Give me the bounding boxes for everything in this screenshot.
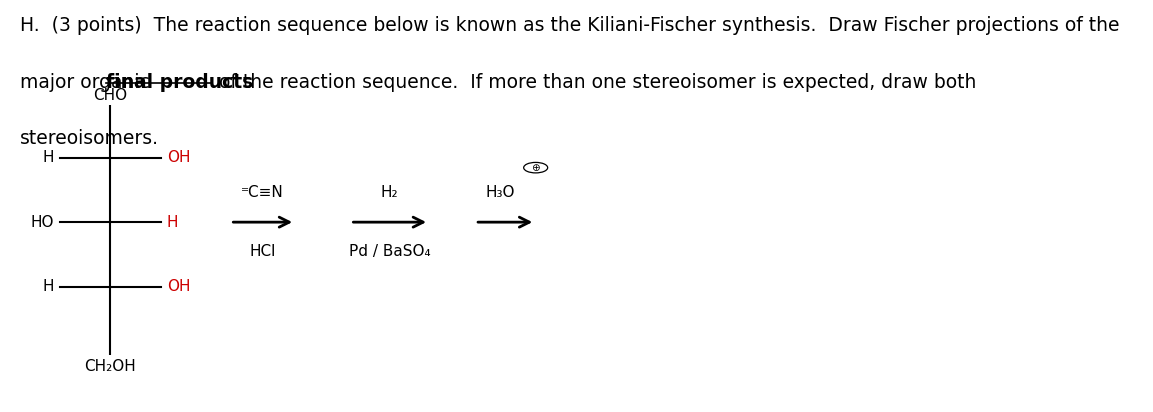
Text: H.  (3 points)  The reaction sequence below is known as the Kiliani-Fischer synt: H. (3 points) The reaction sequence belo… xyxy=(20,16,1120,35)
Text: CH₂OH: CH₂OH xyxy=(84,359,136,375)
Text: OH: OH xyxy=(167,150,190,165)
Text: HCl: HCl xyxy=(249,244,276,259)
Circle shape xyxy=(523,162,548,173)
Text: H₃O: H₃O xyxy=(485,185,515,200)
Text: final products: final products xyxy=(106,73,253,92)
Text: ⊕: ⊕ xyxy=(532,163,540,173)
Text: H: H xyxy=(43,279,54,294)
Text: stereoisomers.: stereoisomers. xyxy=(20,129,159,148)
Text: H₂: H₂ xyxy=(380,185,399,200)
Text: HO: HO xyxy=(30,215,54,229)
Text: CHO: CHO xyxy=(93,88,128,103)
Text: major organic: major organic xyxy=(20,73,156,92)
Text: Pd / BaSO₄: Pd / BaSO₄ xyxy=(349,244,430,259)
Text: H: H xyxy=(167,215,179,229)
Text: OH: OH xyxy=(167,279,190,294)
Text: ⁼C≡N: ⁼C≡N xyxy=(241,185,284,200)
Text: H: H xyxy=(43,150,54,165)
Text: of the reaction sequence.  If more than one stereoisomer is expected, draw both: of the reaction sequence. If more than o… xyxy=(213,73,977,92)
